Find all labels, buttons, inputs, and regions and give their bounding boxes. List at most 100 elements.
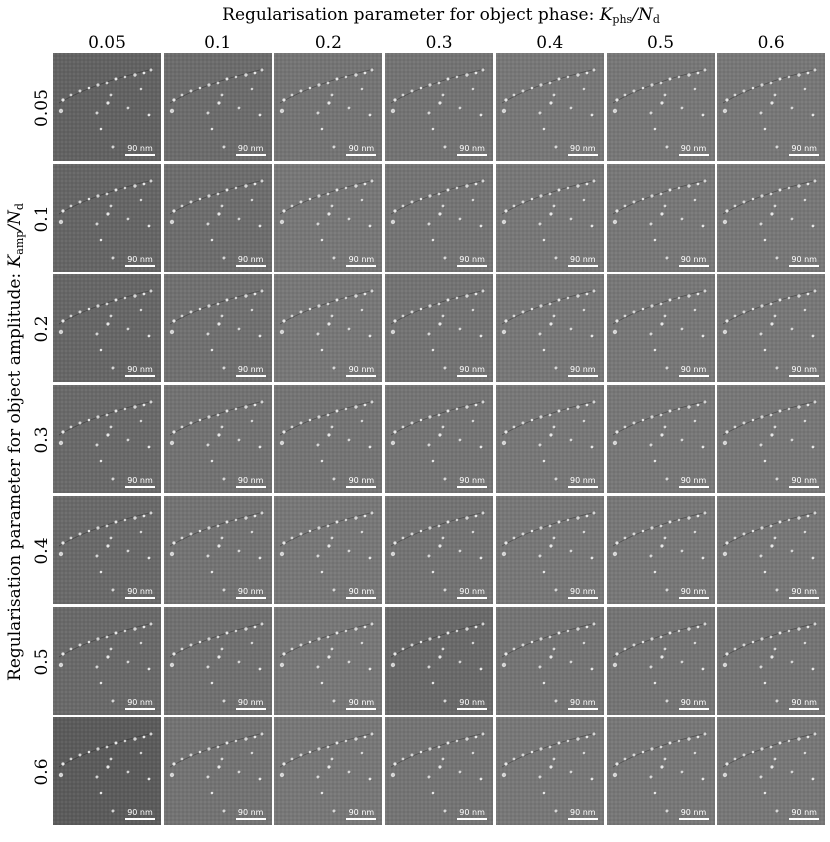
particle xyxy=(549,433,553,437)
particle xyxy=(206,332,210,336)
reconstruction-image xyxy=(53,606,161,715)
particle xyxy=(665,699,668,702)
particle xyxy=(216,745,220,749)
particle xyxy=(106,433,110,437)
particle xyxy=(361,419,364,423)
particle xyxy=(345,186,348,189)
particle xyxy=(649,747,654,751)
scale-bar-line xyxy=(789,154,820,156)
particle xyxy=(431,349,435,352)
particle xyxy=(428,526,432,530)
particle xyxy=(693,530,696,534)
particle xyxy=(474,514,478,518)
particle xyxy=(61,430,65,434)
particle xyxy=(569,660,573,663)
particle xyxy=(512,204,516,208)
particle xyxy=(111,588,115,592)
particle xyxy=(641,86,644,90)
particle xyxy=(552,204,556,208)
particle xyxy=(566,739,570,743)
particle xyxy=(123,297,127,300)
particle xyxy=(111,366,115,370)
reconstruction-tile: 90 nm xyxy=(717,163,826,272)
particle xyxy=(250,530,253,534)
particle xyxy=(763,127,767,131)
particle xyxy=(512,93,516,97)
particle xyxy=(441,536,445,540)
scale-bar-line xyxy=(346,707,377,710)
particle xyxy=(419,197,423,200)
particle xyxy=(280,219,285,224)
particle xyxy=(479,556,483,560)
particle xyxy=(282,762,286,766)
particle xyxy=(220,93,224,97)
particle xyxy=(345,407,348,411)
reconstruction-image xyxy=(53,717,161,826)
row-label: 0.5 xyxy=(30,607,54,717)
particle xyxy=(592,179,596,183)
particle xyxy=(769,745,773,749)
particle xyxy=(78,643,82,646)
particle xyxy=(677,186,680,189)
reconstruction-tile: 90 nm xyxy=(274,274,383,383)
particle xyxy=(78,532,82,536)
particle xyxy=(770,322,774,326)
particle xyxy=(317,526,321,530)
particle xyxy=(614,541,619,545)
particle xyxy=(592,732,596,736)
particle xyxy=(778,631,782,634)
particle xyxy=(576,73,580,77)
scale-bar: 90 nm xyxy=(457,365,488,378)
particle xyxy=(512,425,516,429)
particle xyxy=(770,544,774,548)
particle xyxy=(207,194,211,198)
particle xyxy=(686,737,691,741)
particle xyxy=(106,765,110,769)
particle xyxy=(504,319,508,323)
particle xyxy=(803,198,807,201)
particle xyxy=(542,127,546,131)
row-label: 0.2 xyxy=(30,274,54,384)
particle xyxy=(659,524,662,528)
particle xyxy=(677,297,680,300)
particle xyxy=(109,647,113,650)
particle xyxy=(632,421,635,425)
particle xyxy=(680,106,683,110)
particle xyxy=(521,753,525,757)
particle xyxy=(542,349,546,352)
reconstruction-tile: 90 nm xyxy=(495,385,604,494)
particle xyxy=(585,71,589,75)
row-label: 0.3 xyxy=(30,385,54,495)
scale-bar: 90 nm xyxy=(678,255,709,267)
particle xyxy=(501,219,506,224)
scale-bar-label: 90 nm xyxy=(459,697,485,707)
particle xyxy=(225,741,229,745)
particle xyxy=(427,222,431,226)
particle xyxy=(501,662,506,667)
particle xyxy=(813,68,817,72)
reconstruction-image xyxy=(385,163,494,272)
particle xyxy=(725,651,729,656)
reconstruction-tile: 90 nm xyxy=(274,717,383,826)
particle xyxy=(309,418,312,422)
scale-bar-label: 90 nm xyxy=(237,697,264,707)
row-label-text: 0.5 xyxy=(32,647,52,676)
particle xyxy=(614,430,619,434)
particle xyxy=(210,570,213,574)
particle xyxy=(653,681,656,684)
particle xyxy=(393,98,397,102)
particle xyxy=(95,111,99,115)
particle xyxy=(623,93,626,97)
particle xyxy=(332,588,336,592)
scale-bar: 90 nm xyxy=(346,144,377,156)
particle xyxy=(216,302,220,306)
particle xyxy=(180,425,184,429)
scale-bar-label: 90 nm xyxy=(791,365,817,375)
particle xyxy=(548,745,552,749)
scale-bar-line xyxy=(235,596,266,599)
particle xyxy=(582,87,586,91)
particle xyxy=(649,415,654,419)
scale-bar-line xyxy=(125,818,155,821)
particle xyxy=(733,93,737,97)
particle xyxy=(180,314,184,318)
